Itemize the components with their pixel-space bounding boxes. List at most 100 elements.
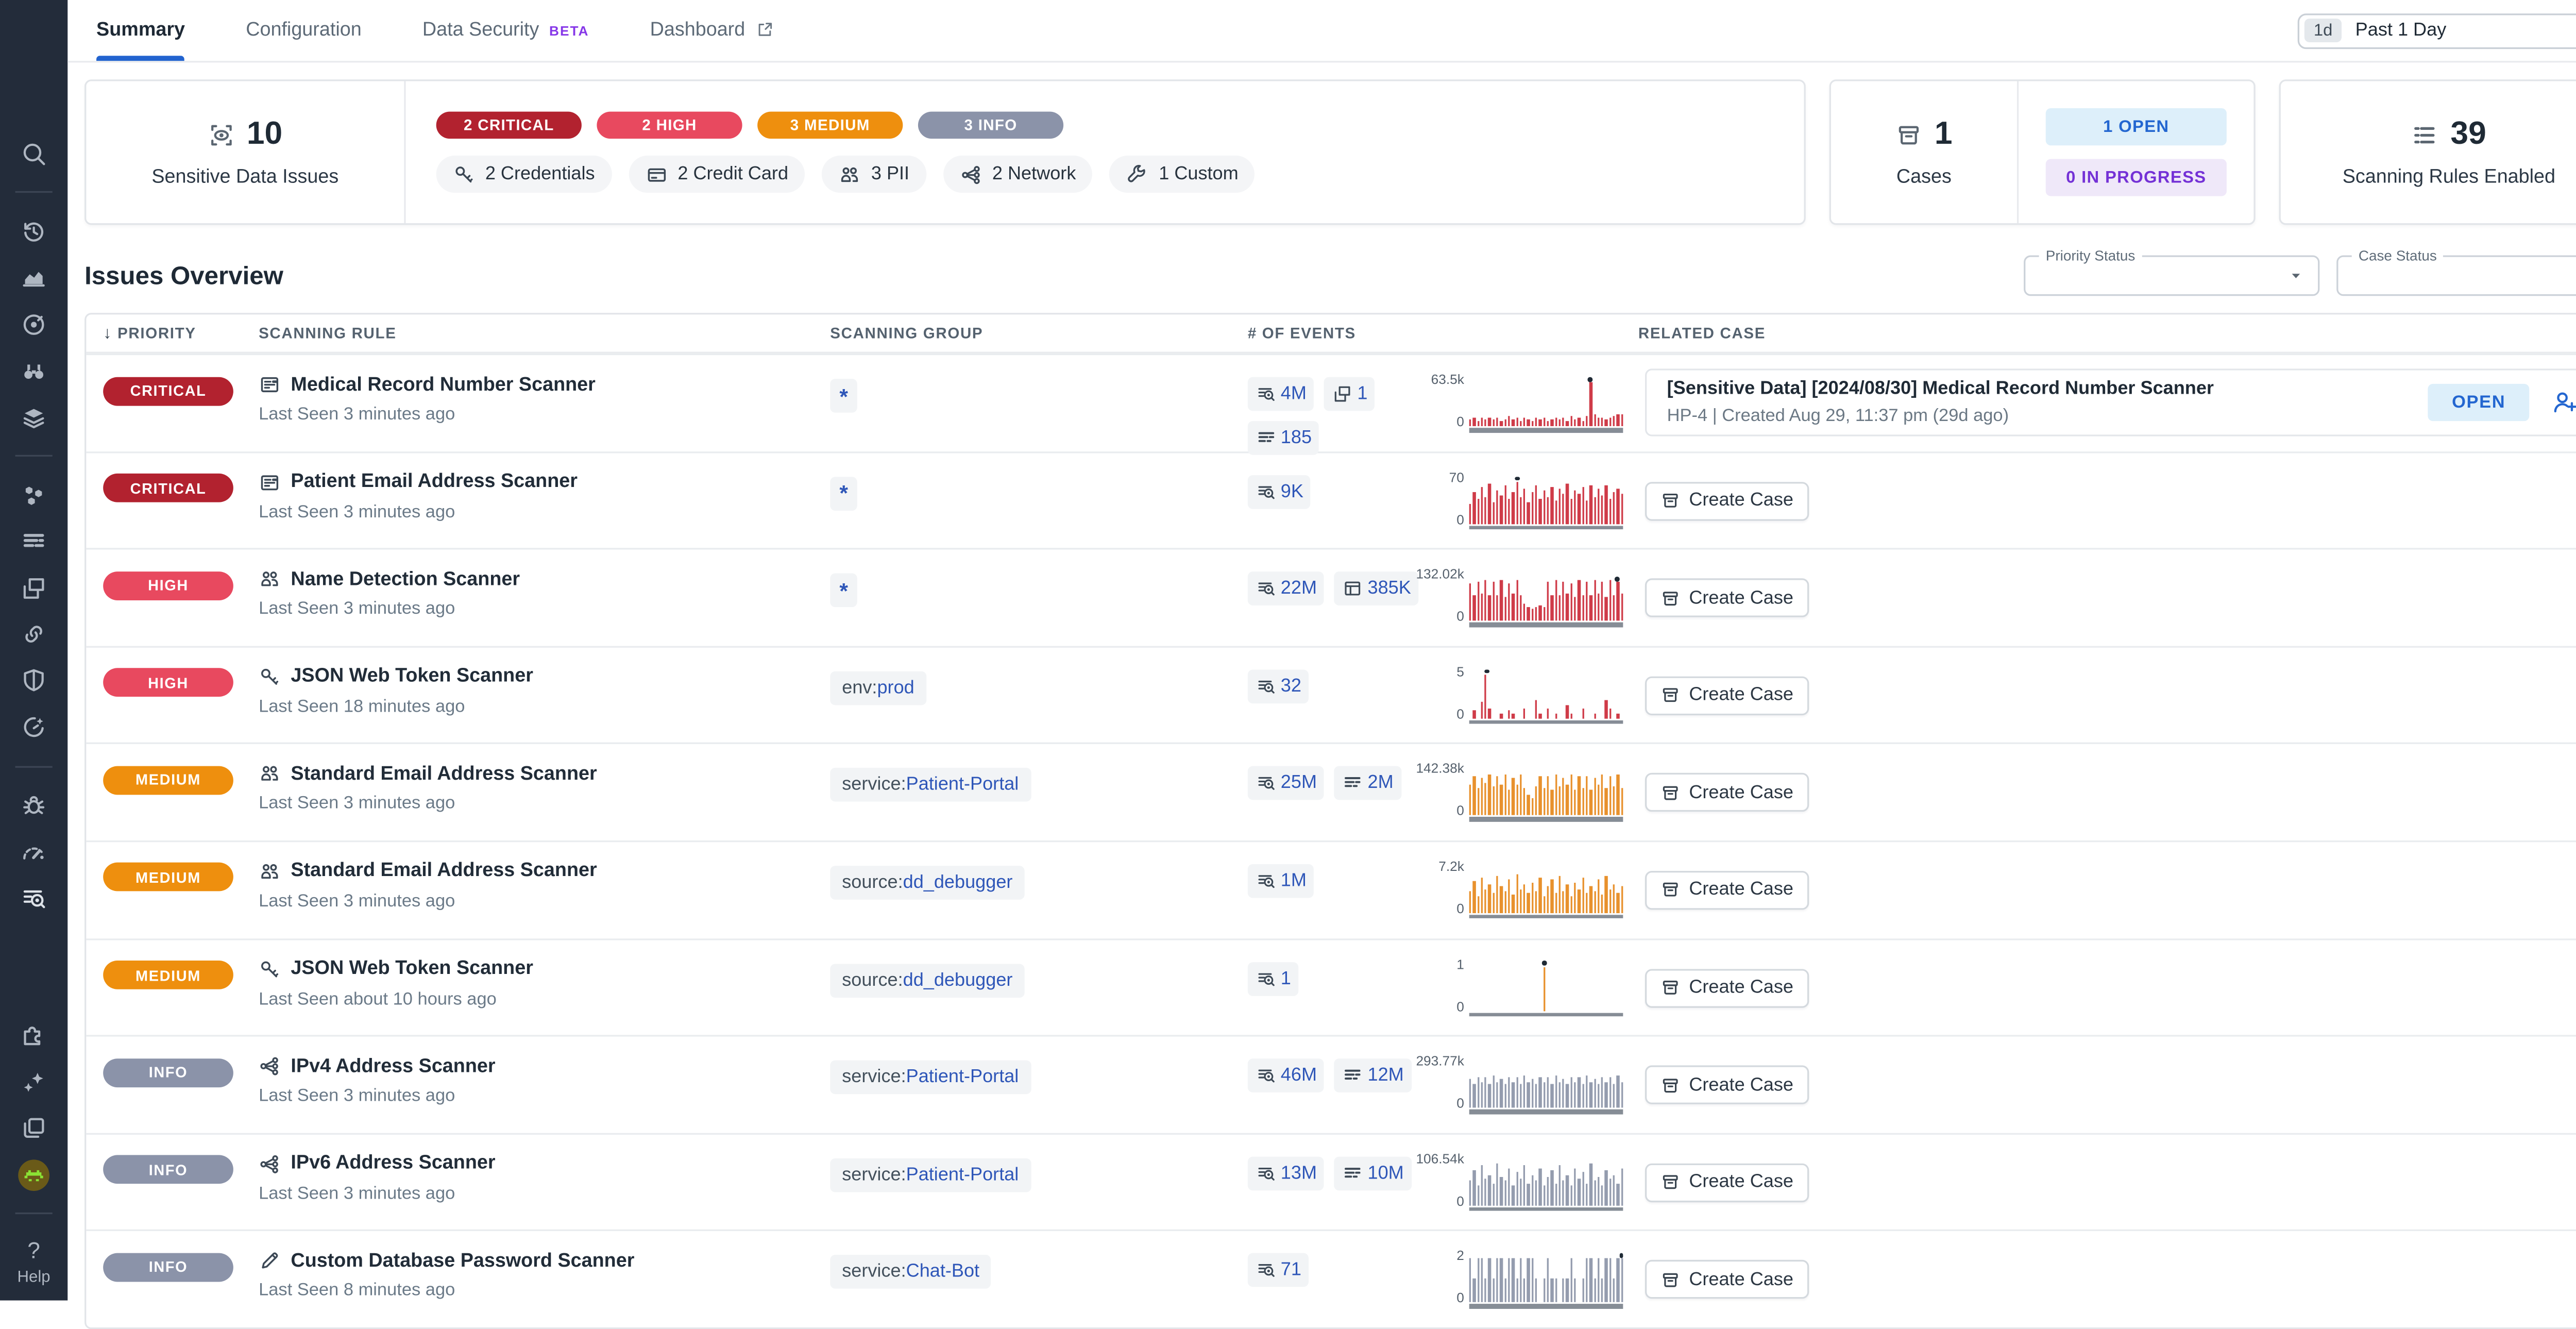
event-count-chip[interactable]: 385K <box>1334 571 1419 606</box>
scanning-group-chip[interactable]: source: dd_debugger <box>830 963 1025 997</box>
severity-badge[interactable]: 3 INFO <box>918 111 1064 139</box>
severity-badge[interactable]: 3 MEDIUM <box>757 111 903 139</box>
category-chip[interactable]: 1 Custom <box>1110 156 1256 193</box>
create-case-button[interactable]: Create Case <box>1645 1260 1809 1300</box>
scanning-group-chip[interactable]: source: dd_debugger <box>830 866 1025 900</box>
table-row[interactable]: CRITICAL Medical Record Number Scanner Las… <box>86 353 2576 455</box>
create-case-button[interactable]: Create Case <box>1645 968 1809 1007</box>
event-count-chip[interactable]: 46M <box>1247 1058 1325 1093</box>
event-count-chip[interactable]: 9K <box>1247 474 1311 509</box>
category-chip[interactable]: 2 Credit Card <box>629 156 805 193</box>
column-header[interactable]: RELATED CASE <box>1638 325 2576 342</box>
event-count-chip[interactable]: 1 <box>1247 961 1299 996</box>
severity-badge[interactable]: 2 HIGH <box>597 111 742 139</box>
time-range-select[interactable]: 1d Past 1 Day <box>2297 12 2576 48</box>
table-row[interactable]: INFO IPv6 Address Scanner Last Seen 3 minu… <box>86 1132 2576 1230</box>
category-chip[interactable]: 2 Credentials <box>436 156 612 193</box>
scanning-rule-name[interactable]: Custom Database Password Scanner <box>291 1251 635 1272</box>
table-row[interactable]: MEDIUM JSON Web Token Scanner Last Seen ab… <box>86 937 2576 1035</box>
scanning-group-chip[interactable]: service: Patient-Portal <box>830 768 1031 802</box>
create-case-button[interactable]: Create Case <box>1645 773 1809 813</box>
scanning-group-chip[interactable]: service: Chat-Bot <box>830 1255 992 1289</box>
table-row[interactable]: CRITICAL Patient Email Address Scanner Las… <box>86 450 2576 548</box>
event-count-chip[interactable]: 32 <box>1247 669 1309 703</box>
sidebar-item-infrastructure[interactable] <box>20 480 47 511</box>
sidebar-item-history[interactable] <box>20 216 47 247</box>
sidebar-item-watchdog[interactable] <box>20 356 47 386</box>
sidebar-item-integrations-puzzle[interactable] <box>20 1020 47 1051</box>
filter-case-status[interactable]: Case Status <box>2336 247 2576 296</box>
scanning-group-chip[interactable]: * <box>830 574 857 608</box>
scanning-rule-name[interactable]: Standard Email Address Scanner <box>291 764 597 785</box>
event-count-chip[interactable]: 1M <box>1247 864 1314 898</box>
tab-dashboard[interactable]: Dashboard <box>650 0 774 61</box>
sidebar-item-bug[interactable] <box>20 790 47 820</box>
tab-configuration[interactable]: Configuration <box>246 0 361 61</box>
scanning-rule-name[interactable]: Standard Email Address Scanner <box>291 861 597 882</box>
sidebar-item-dashboards[interactable] <box>20 402 47 432</box>
sidebar-item-rum[interactable] <box>20 573 47 603</box>
event-count-chip[interactable]: 22M <box>1247 571 1325 606</box>
create-case-button[interactable]: Create Case <box>1645 481 1809 520</box>
create-case-button[interactable]: Create Case <box>1645 1163 1809 1202</box>
scanning-rule-name[interactable]: Patient Email Address Scanner <box>291 472 578 493</box>
case-status-count-badge[interactable]: 1 OPEN <box>2045 108 2227 146</box>
tab-summary[interactable]: Summary <box>96 0 186 61</box>
create-case-button[interactable]: Create Case <box>1645 1065 1809 1105</box>
create-case-button[interactable]: Create Case <box>1645 578 1809 618</box>
table-row[interactable]: INFO Custom Database Password Scanner Last… <box>86 1230 2576 1327</box>
sidebar-item-security-shield[interactable] <box>20 665 47 696</box>
event-count-chip[interactable]: 4M <box>1247 377 1314 411</box>
scanning-group-chip[interactable]: service: Patient-Portal <box>830 1158 1031 1192</box>
sidebar-item-help[interactable]: ? Help <box>18 1239 50 1288</box>
column-header[interactable]: SCANNING GROUP <box>830 325 1248 342</box>
table-row[interactable]: MEDIUM Standard Email Address Scanner Last… <box>86 840 2576 938</box>
table-row[interactable]: HIGH JSON Web Token Scanner Last Seen 18 m… <box>86 645 2576 743</box>
scanning-group-chip[interactable]: * <box>830 476 857 510</box>
scanning-rule-name[interactable]: IPv4 Address Scanner <box>291 1056 496 1077</box>
scanning-rule-name[interactable]: Medical Record Number Scanner <box>291 374 596 395</box>
related-case-card[interactable]: [Sensitive Data] [2024/08/30] Medical Re… <box>1645 368 2576 436</box>
scanning-group-chip[interactable]: env: prod <box>830 671 926 705</box>
sidebar-item-sds[interactable] <box>20 883 47 913</box>
table-row[interactable]: INFO IPv4 Address Scanner Last Seen 3 minu… <box>86 1035 2576 1133</box>
sidebar-item-user-avatar[interactable] <box>17 1159 51 1190</box>
event-count-chip[interactable]: 2M <box>1334 766 1401 801</box>
sidebar-item-ci-gauge[interactable] <box>20 712 47 742</box>
event-count-chip[interactable]: 71 <box>1247 1253 1309 1288</box>
category-chip[interactable]: 3 PII <box>822 156 926 193</box>
event-count-chip[interactable]: 12M <box>1334 1058 1412 1093</box>
event-count-chip[interactable]: 25M <box>1247 766 1325 801</box>
scanning-rule-name[interactable]: Name Detection Scanner <box>291 569 520 590</box>
scanning-group-chip[interactable]: * <box>830 379 857 413</box>
assign-case-button[interactable] <box>2551 389 2576 416</box>
table-row[interactable]: HIGH Name Detection Scanner Last Seen 3 mi… <box>86 548 2576 646</box>
event-count-chip[interactable]: 13M <box>1247 1156 1325 1190</box>
case-status-count-badge[interactable]: 0 IN PROGRESS <box>2045 159 2227 196</box>
table-row[interactable]: MEDIUM Standard Email Address Scanner Last… <box>86 743 2576 840</box>
tab-data-security[interactable]: Data Security BETA <box>422 0 589 61</box>
severity-badge[interactable]: 2 CRITICAL <box>436 111 582 139</box>
column-header[interactable]: # OF EVENTS <box>1248 325 1414 342</box>
sidebar-item-copy[interactable] <box>20 1113 47 1143</box>
sidebar-item-metrics-nav[interactable] <box>20 263 47 293</box>
filter-priority-status[interactable]: Priority Status <box>2024 247 2320 296</box>
scanning-group-chip[interactable]: service: Patient-Portal <box>830 1061 1031 1095</box>
sidebar-item-apm-target[interactable] <box>20 309 47 340</box>
sidebar-item-logs-nav[interactable] <box>20 527 47 557</box>
sidebar-item-search[interactable] <box>20 138 47 169</box>
scanning-rule-name[interactable]: JSON Web Token Scanner <box>291 666 533 687</box>
sidebar-item-profiling[interactable] <box>20 836 47 867</box>
sidebar-item-ai-sparkles[interactable] <box>20 1067 47 1097</box>
event-count-chip[interactable]: 10M <box>1334 1156 1412 1190</box>
sidebar-item-service-map[interactable] <box>20 619 47 649</box>
column-header[interactable]: ↓ PRIORITY <box>86 324 259 342</box>
create-case-button[interactable]: Create Case <box>1645 870 1809 910</box>
column-header[interactable]: SCANNING RULE <box>259 325 830 342</box>
event-count-chip[interactable]: 1 <box>1324 377 1376 411</box>
event-count-chip[interactable]: 185 <box>1247 421 1319 455</box>
category-chip[interactable]: 2 Network <box>943 156 1093 193</box>
scanning-rule-name[interactable]: IPv6 Address Scanner <box>291 1153 496 1174</box>
create-case-button[interactable]: Create Case <box>1645 676 1809 715</box>
scanning-rule-name[interactable]: JSON Web Token Scanner <box>291 958 533 980</box>
